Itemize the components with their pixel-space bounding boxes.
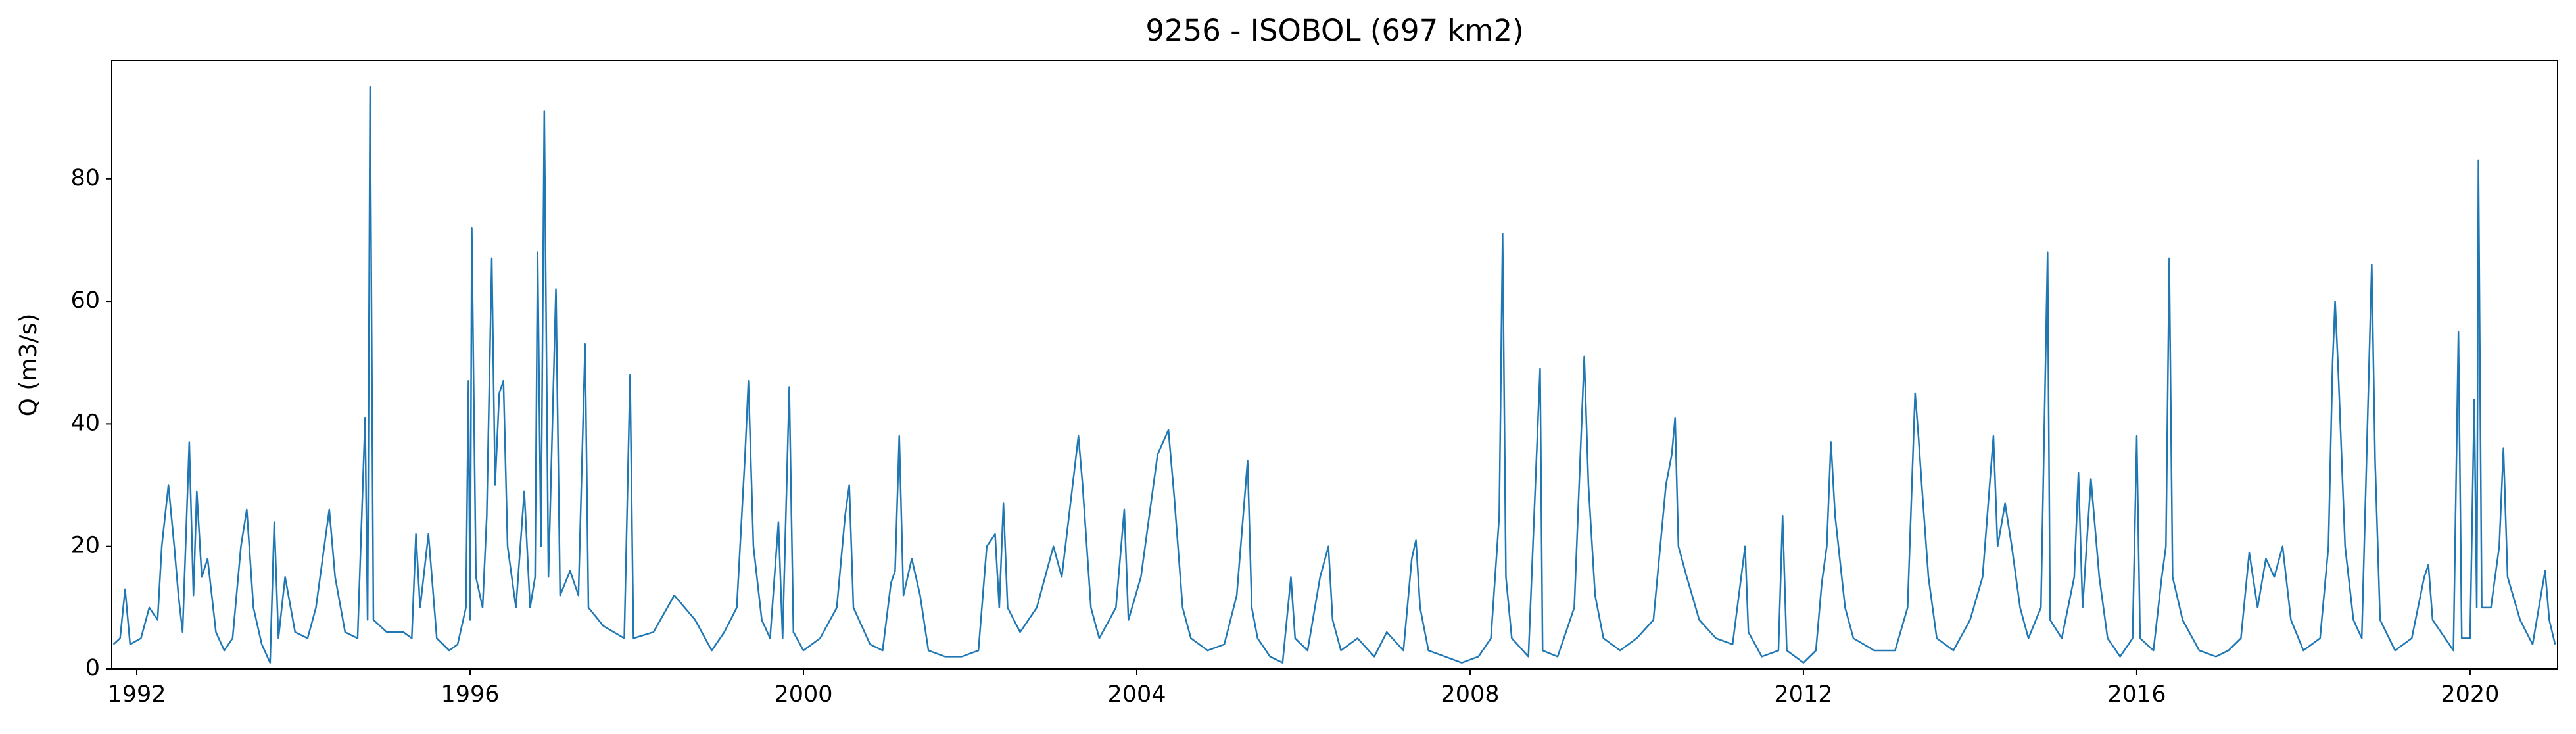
y-tick-label: 60 <box>70 287 100 314</box>
x-tick-label: 2004 <box>1107 681 1166 708</box>
y-tick-label: 40 <box>70 410 100 436</box>
x-tick-label: 2020 <box>2441 681 2499 708</box>
chart-title: 9256 - ISOBOL (697 km2) <box>1145 13 1523 48</box>
plot-frame <box>111 60 2558 670</box>
y-tick-label: 0 <box>85 655 100 681</box>
x-tick-label: 2008 <box>1441 681 1499 708</box>
x-tick-label: 1996 <box>441 681 499 708</box>
data-line <box>112 86 2556 664</box>
x-tick-label: 2016 <box>2107 681 2166 708</box>
x-tick-label: 1992 <box>107 681 166 708</box>
x-tick-label: 2012 <box>1774 681 1832 708</box>
y-tick-label: 80 <box>70 165 100 191</box>
x-tick-label: 2000 <box>774 681 832 708</box>
y-axis-label: Q (m3/s) <box>15 314 42 417</box>
y-tick-label: 20 <box>70 533 100 559</box>
